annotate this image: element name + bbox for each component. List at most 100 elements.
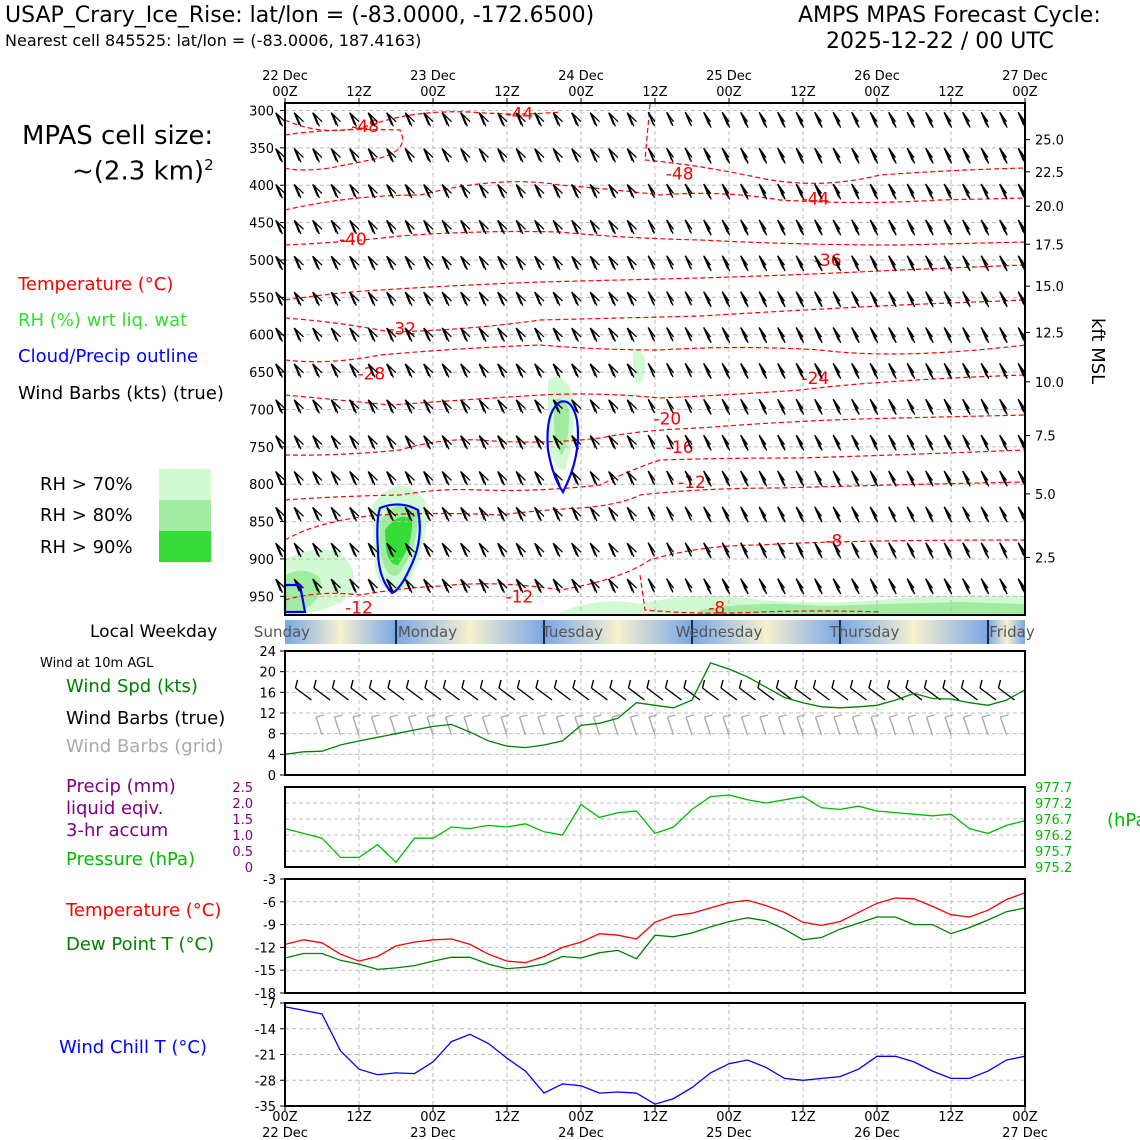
barb-flag — [330, 578, 337, 592]
barb-flag — [461, 149, 468, 163]
barb-flag — [667, 149, 674, 163]
barb-flag — [724, 330, 731, 344]
barb-flag — [946, 187, 953, 200]
barb-flag — [608, 148, 615, 161]
barb-flag — [552, 148, 559, 161]
barb-staff — [293, 471, 304, 481]
barb-flag — [369, 114, 376, 127]
barb-flag — [276, 580, 283, 593]
grid-barb-flag — [981, 714, 991, 718]
barb-flag — [779, 510, 786, 523]
barb-flag — [480, 508, 487, 522]
temp-contour-3 — [284, 181, 1026, 211]
barb-flag — [387, 401, 394, 414]
barb-flag — [424, 114, 431, 127]
barb-flag — [946, 402, 953, 415]
barb-flag — [628, 329, 635, 342]
barb-flag — [460, 435, 467, 448]
barb-flag — [515, 184, 522, 197]
barb-flag — [332, 257, 339, 271]
barb-staff — [497, 506, 508, 517]
barb-flag — [626, 255, 633, 269]
cycle-value: 2025-12-22 / 00 UTC — [826, 29, 1054, 54]
p-tick-700: 700 — [249, 403, 274, 418]
barb-flag — [275, 399, 282, 412]
barb-flag — [369, 185, 376, 199]
barb-flag — [460, 327, 467, 341]
barb-flag — [349, 112, 356, 125]
barb-flag — [349, 507, 356, 520]
barb-flag — [293, 542, 300, 556]
barb-flag — [685, 364, 693, 378]
kft-tick-0: 25.0 — [1035, 134, 1064, 149]
barb-staff — [312, 112, 323, 123]
true-barb-flag — [812, 679, 817, 689]
barb-flag — [293, 291, 300, 305]
true-barb-flag — [720, 679, 724, 689]
barb-staff — [441, 471, 452, 481]
rh90-swatch — [159, 531, 211, 562]
barb-staff — [589, 399, 600, 410]
barb-flag — [460, 471, 467, 484]
true-barb-staff — [739, 687, 756, 701]
barb-flag — [626, 220, 633, 233]
barb-staff — [386, 363, 397, 374]
barb-flag — [424, 257, 431, 271]
barb-flag — [478, 327, 485, 341]
barb-flag — [387, 544, 394, 558]
barb-flag — [608, 363, 615, 377]
barb-staff — [312, 506, 323, 517]
barb-flag — [498, 580, 505, 593]
weekday-sunday: Sunday — [253, 623, 311, 641]
barb-flag — [983, 474, 990, 487]
barb-flag — [312, 399, 319, 412]
barb-flag — [667, 257, 674, 270]
barb-staff — [312, 327, 323, 338]
barb-flag — [589, 148, 596, 161]
pressure-tick-0: 977.7 — [1035, 781, 1072, 796]
true-barb-flag — [905, 679, 909, 689]
barb-flag — [552, 507, 559, 520]
barb-flag — [534, 112, 541, 125]
barb-staff — [293, 184, 304, 194]
barb-flag — [890, 151, 897, 164]
barb-flag — [779, 258, 786, 272]
top-date-2: 23 Dec — [410, 69, 456, 84]
barb-flag — [515, 471, 522, 484]
barb-flag — [498, 293, 505, 306]
grid-barb-flag — [833, 714, 843, 718]
bottom-date-6: 25 Dec — [706, 1126, 752, 1140]
wind-panel-tick-3: 12 — [259, 707, 276, 722]
barb-flag — [498, 544, 505, 558]
barb-flag — [835, 223, 842, 236]
barb-flag — [685, 293, 693, 306]
barb-flag — [332, 221, 339, 235]
grid-barb-staff — [481, 716, 490, 736]
barb-flag — [572, 544, 579, 558]
barb-flag — [404, 112, 411, 125]
barb-flag — [535, 221, 542, 235]
barb-flag — [983, 545, 990, 559]
barb-staff — [404, 291, 415, 302]
grid-barb-staff — [999, 716, 1008, 736]
barb-flag — [386, 435, 393, 448]
barb-staff — [275, 363, 286, 374]
weekday-segment-4 — [840, 620, 988, 644]
barb-flag — [554, 472, 561, 486]
barb-staff — [589, 471, 600, 481]
barb-flag — [853, 223, 860, 236]
barb-flag — [517, 365, 524, 378]
barb-staff — [386, 291, 397, 302]
bottom-hour-1: 12Z — [346, 1110, 372, 1125]
temp-contour-label-8: -24 — [801, 369, 829, 389]
barb-flag — [909, 115, 916, 128]
top-hour-5: 12Z — [642, 85, 668, 100]
barb-staff — [571, 291, 582, 302]
barb-flag — [608, 220, 615, 233]
barb-flag — [648, 436, 656, 450]
barb-flag — [535, 149, 542, 163]
true-barbs — [294, 679, 1015, 701]
barb-staff — [441, 435, 452, 446]
barb-staff — [460, 291, 471, 302]
barb-staff — [404, 219, 415, 230]
